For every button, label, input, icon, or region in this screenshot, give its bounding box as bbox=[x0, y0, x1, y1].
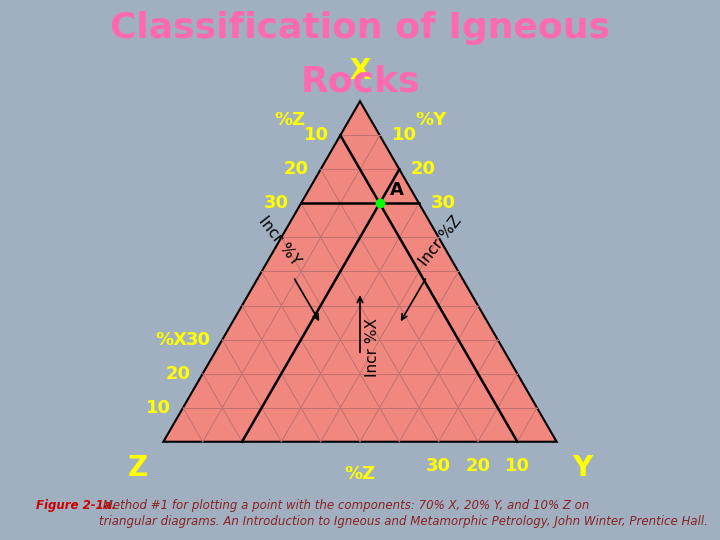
Text: 10: 10 bbox=[392, 126, 416, 144]
Text: 30: 30 bbox=[426, 457, 451, 476]
Text: Method #1 for plotting a point with the components: 70% X, 20% Y, and 10% Z on
t: Method #1 for plotting a point with the … bbox=[99, 500, 708, 528]
Text: Incr %X: Incr %X bbox=[365, 318, 380, 377]
Text: Classification of Igneous: Classification of Igneous bbox=[110, 11, 610, 45]
Text: 20: 20 bbox=[465, 457, 490, 476]
Text: %Y: %Y bbox=[415, 111, 446, 129]
Text: Incr %Y: Incr %Y bbox=[256, 214, 303, 269]
Text: X: X bbox=[349, 57, 371, 85]
Text: A: A bbox=[390, 181, 403, 199]
Text: Rocks: Rocks bbox=[300, 65, 420, 99]
Text: Z: Z bbox=[127, 454, 148, 482]
Text: Incr %Z: Incr %Z bbox=[417, 213, 464, 269]
Text: 20: 20 bbox=[284, 160, 309, 178]
Text: 30: 30 bbox=[186, 330, 210, 349]
Text: %Z: %Z bbox=[344, 465, 376, 483]
Text: 30: 30 bbox=[431, 194, 456, 212]
Text: 20: 20 bbox=[166, 364, 191, 383]
Text: Y: Y bbox=[572, 454, 593, 482]
Text: 10: 10 bbox=[505, 457, 530, 476]
Polygon shape bbox=[163, 101, 557, 442]
Text: Figure 2-1a.: Figure 2-1a. bbox=[36, 500, 116, 512]
Text: %X: %X bbox=[155, 330, 187, 349]
Text: 10: 10 bbox=[304, 126, 328, 144]
Text: 30: 30 bbox=[264, 194, 289, 212]
Text: 10: 10 bbox=[146, 399, 171, 417]
Text: 20: 20 bbox=[411, 160, 436, 178]
Text: %Z: %Z bbox=[274, 111, 305, 129]
